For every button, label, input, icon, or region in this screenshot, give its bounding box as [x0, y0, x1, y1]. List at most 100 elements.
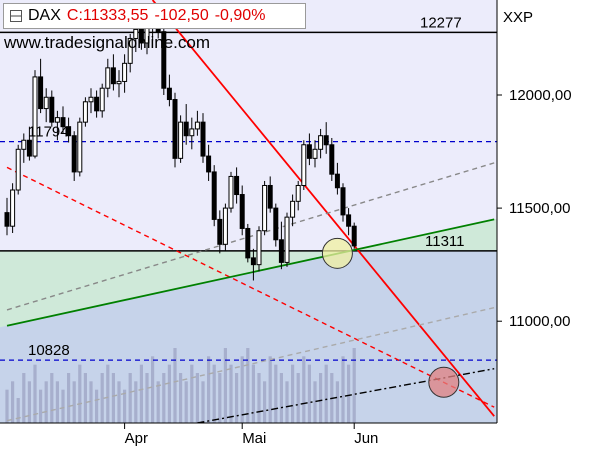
volume-bar [11, 381, 15, 423]
candle-body [32, 76, 38, 157]
candle-body [66, 126, 72, 137]
volume-bar [106, 364, 110, 423]
volume-bar [33, 364, 37, 423]
volume-bar [151, 356, 155, 423]
trendline-lower_channel [6, 166, 495, 408]
volume-bar [207, 356, 211, 423]
plot-area [0, 0, 497, 423]
candle-body [49, 96, 55, 123]
volume-bar [190, 364, 194, 423]
volume-bar [291, 364, 295, 423]
x-axis: Apr Mai Jun [124, 423, 378, 447]
candle-body [306, 144, 312, 159]
candle-body [99, 87, 105, 112]
volume-bar [179, 373, 183, 423]
highlight-circles [321, 237, 460, 398]
volume-bar [223, 348, 227, 423]
candle-body [340, 187, 346, 216]
candle-body [183, 121, 189, 137]
y-tick-label: 11000,00 [509, 313, 570, 330]
trendline-lower_grey [6, 306, 495, 422]
candle-body [351, 225, 357, 247]
volume-bar [218, 373, 222, 423]
price-change-percent: -0,90% [214, 7, 266, 24]
x-tick-label: Mai [242, 430, 266, 447]
volume-bar [335, 381, 339, 423]
volume-bar [251, 364, 255, 423]
close-price: C:11333,55 [66, 7, 149, 24]
volume-bar [279, 373, 283, 423]
volume-bar [128, 373, 132, 423]
volume-bar [240, 356, 244, 423]
candle-body [346, 214, 352, 227]
candle-body [194, 121, 200, 130]
candle-body [239, 194, 245, 229]
watermark: www.tradesignalonline.com [4, 33, 210, 52]
candle-body [250, 257, 256, 266]
volume-bar [44, 381, 48, 423]
volume-bar [162, 373, 166, 423]
volume-bar [134, 381, 138, 423]
volume-bar [50, 373, 54, 423]
candle-body [329, 144, 335, 175]
volume-bar [78, 364, 82, 423]
volume-bar [167, 364, 171, 423]
volume-bar [195, 373, 199, 423]
volume-bar [201, 381, 205, 423]
volume-bar [156, 381, 160, 423]
candle-body [54, 117, 60, 123]
candle-body [161, 31, 167, 89]
candle-body [88, 96, 94, 103]
level-label: 11311 [425, 233, 465, 250]
volume-bar [229, 364, 233, 423]
highlight-circle [428, 366, 460, 398]
volume-bar [313, 381, 317, 423]
volume-bar [27, 381, 31, 423]
volume-bar [347, 364, 351, 423]
volume-bar [307, 364, 311, 423]
candle-body [262, 184, 268, 232]
candle-body [273, 207, 279, 241]
price-change: -102,50 [154, 7, 209, 24]
candle-body [211, 171, 217, 220]
candle-body [228, 175, 234, 209]
candle-body [82, 101, 88, 123]
level-labels: 12277 11794 11311 10828 [28, 14, 465, 359]
volume-bar [139, 364, 143, 423]
volume-bar [235, 373, 239, 423]
candle-body [138, 28, 144, 44]
trendline-support [6, 218, 495, 327]
candle-body [323, 135, 329, 146]
highlight-circle [321, 237, 353, 269]
candle-body [295, 184, 301, 202]
x-tick-label: Apr [125, 430, 148, 447]
x-tick-label: Jun [354, 430, 378, 447]
chart-menu-icon[interactable] [10, 10, 22, 22]
candle-body [189, 128, 195, 137]
candle-body [43, 96, 49, 110]
upper-zone [0, 0, 497, 251]
volume-bar [100, 373, 104, 423]
candle-body [94, 96, 100, 112]
volume-bar [173, 348, 177, 423]
volume-bar [39, 389, 43, 423]
level-label: 12277 [420, 14, 462, 31]
volume-bar [352, 348, 356, 423]
symbol-name: DAX [28, 7, 61, 24]
candle-body [334, 173, 340, 189]
candle-body [71, 135, 77, 173]
candle-body [10, 189, 16, 227]
volume-bar [123, 389, 127, 423]
candle-body [15, 148, 21, 191]
volume-bar [22, 373, 26, 423]
volume-bar [67, 373, 71, 423]
volume-bar [145, 373, 149, 423]
volume-bar [95, 389, 99, 423]
candle-body [217, 218, 223, 245]
candle-body [127, 37, 133, 64]
candle-body [206, 155, 212, 173]
candle-body [278, 239, 284, 263]
candle-body [178, 121, 184, 159]
volume-bar [341, 356, 345, 423]
